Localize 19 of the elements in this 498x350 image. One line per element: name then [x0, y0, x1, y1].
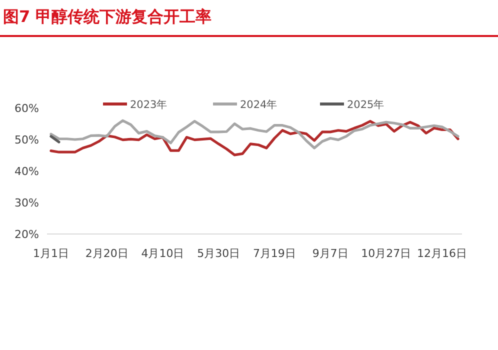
x-tick-label: 10月27日 [361, 247, 412, 260]
x-tick-label: 2月20日 [85, 247, 128, 260]
x-tick-label: 7月19日 [252, 247, 296, 260]
y-tick-label: 40% [14, 165, 39, 178]
y-tick-label: 20% [14, 228, 39, 241]
y-tick-label: 50% [14, 134, 39, 146]
x-tick-label: 5月30日 [197, 247, 240, 260]
chart-title: 图7 甲醇传统下游复合开工率 [3, 7, 212, 26]
line-series [50, 119, 460, 150]
legend-label: 2024年 [240, 99, 278, 111]
x-tick-label: 12月16日 [417, 247, 468, 260]
line-series [50, 120, 460, 156]
y-tick-label: 30% [14, 196, 39, 210]
y-tick-label: 60% [14, 102, 39, 115]
x-tick-label: 9月7日 [312, 247, 348, 260]
legend-label: 2025年 [347, 99, 385, 111]
legend-label: 2023年 [130, 99, 168, 111]
x-tick-label: 4月10日 [141, 247, 184, 260]
x-tick-label: 1月1日 [32, 247, 69, 260]
